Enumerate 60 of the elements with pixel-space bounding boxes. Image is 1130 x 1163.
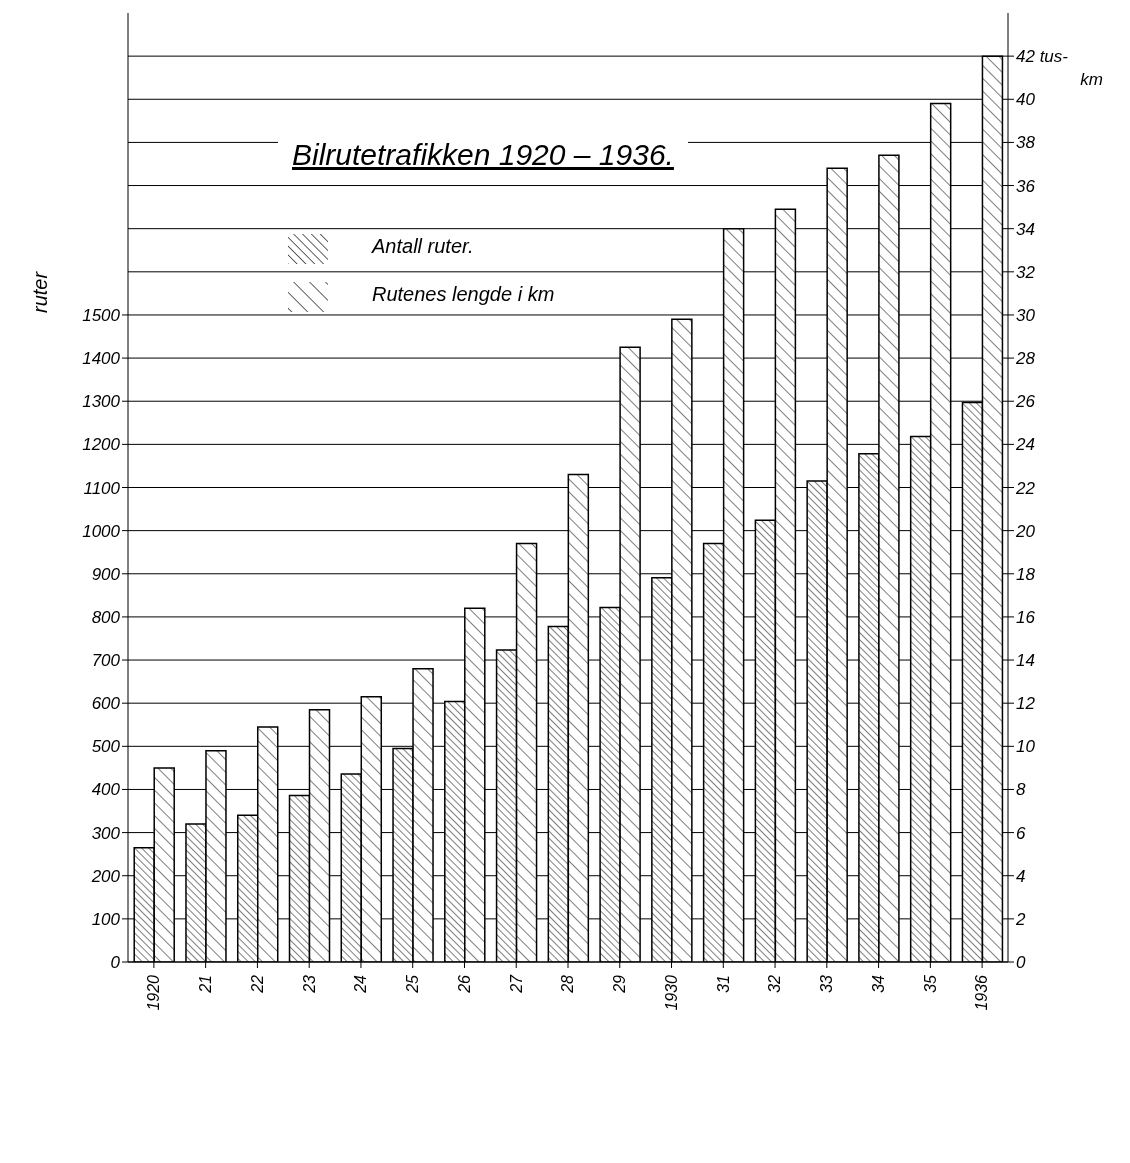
y-tick-label: 1200 — [82, 435, 121, 455]
y2-tick-label: 6 — [1016, 823, 1026, 843]
y2-tick-label: 24 — [1015, 435, 1035, 455]
y2-tick-label: 4 — [1016, 866, 1026, 886]
y2-tick-label: 2 — [1015, 909, 1026, 929]
y-tick-label: 1400 — [82, 349, 121, 369]
y-tick-label: 700 — [91, 651, 121, 671]
y-tick-label: 400 — [91, 780, 121, 800]
x-tick-label: 23 — [300, 974, 318, 994]
x-tick-label: 26 — [455, 974, 473, 994]
y-tick-label: 600 — [91, 694, 121, 714]
y-tick-label: 100 — [91, 909, 121, 929]
y2-tick-label: 8 — [1016, 780, 1026, 800]
y-tick-label: 0 — [110, 953, 121, 973]
y2-tick-label: 32 — [1016, 262, 1036, 282]
y2-tick-label: 28 — [1015, 349, 1036, 369]
y2-tick-label: 0 — [1016, 953, 1026, 973]
y2-tick-label: 38 — [1016, 133, 1036, 153]
x-tick-label: 1930 — [662, 974, 680, 1011]
y2-tick-label: 26 — [1015, 392, 1036, 412]
y2-tick-label: 34 — [1016, 219, 1035, 239]
y2-tick-label: 42 tus- — [1016, 47, 1069, 67]
y2-tick-label: 22 — [1015, 478, 1036, 498]
y2-tick-label: 20 — [1015, 521, 1036, 541]
x-tick-label: 1920 — [145, 974, 163, 1011]
x-tick-label: 24 — [352, 974, 370, 994]
x-tick-label: 21 — [197, 975, 215, 994]
y-tick-label: 200 — [90, 866, 121, 886]
y-tick-label: 1500 — [82, 305, 121, 325]
y-tick-label: 1100 — [83, 478, 121, 498]
y-tick-label: 300 — [91, 823, 121, 843]
y2-tick-label: 36 — [1016, 176, 1036, 196]
y2-tick-label: 18 — [1016, 564, 1036, 584]
x-tick-label: 31 — [714, 975, 732, 993]
legend-label: Rutenes lengde i km — [372, 283, 555, 305]
x-tick-label: 22 — [248, 974, 266, 994]
y-tick-label: 1300 — [82, 392, 121, 412]
y2-axis-title: km — [1080, 70, 1103, 90]
legend-label: Antall ruter. — [372, 235, 474, 257]
x-tick-label: 29 — [611, 974, 629, 994]
y2-tick-label: 14 — [1016, 651, 1035, 671]
x-tick-label: 34 — [869, 974, 887, 993]
x-tick-label: 25 — [404, 974, 422, 994]
x-tick-label: 35 — [921, 974, 939, 993]
y2-tick-label: 16 — [1016, 607, 1036, 627]
x-tick-label: 28 — [559, 974, 577, 994]
x-tick-label: 1936 — [973, 974, 991, 1011]
x-tick-label: 27 — [507, 973, 525, 994]
y-tick-label: 900 — [91, 564, 121, 584]
x-tick-label: 32 — [766, 974, 784, 993]
y2-tick-label: 12 — [1016, 694, 1036, 714]
y2-tick-label: 40 — [1016, 90, 1036, 110]
text: Bilrutetrafikken 1920 – 1936. — [278, 138, 688, 172]
y2-tick-label: 30 — [1016, 305, 1036, 325]
y-tick-label: 500 — [91, 737, 121, 757]
y-axis-title: ruter — [29, 270, 52, 313]
x-tick-label: 33 — [818, 974, 836, 993]
y-tick-label: 800 — [91, 607, 121, 627]
y-tick-label: 1000 — [82, 521, 121, 541]
y2-tick-label: 10 — [1016, 737, 1036, 757]
